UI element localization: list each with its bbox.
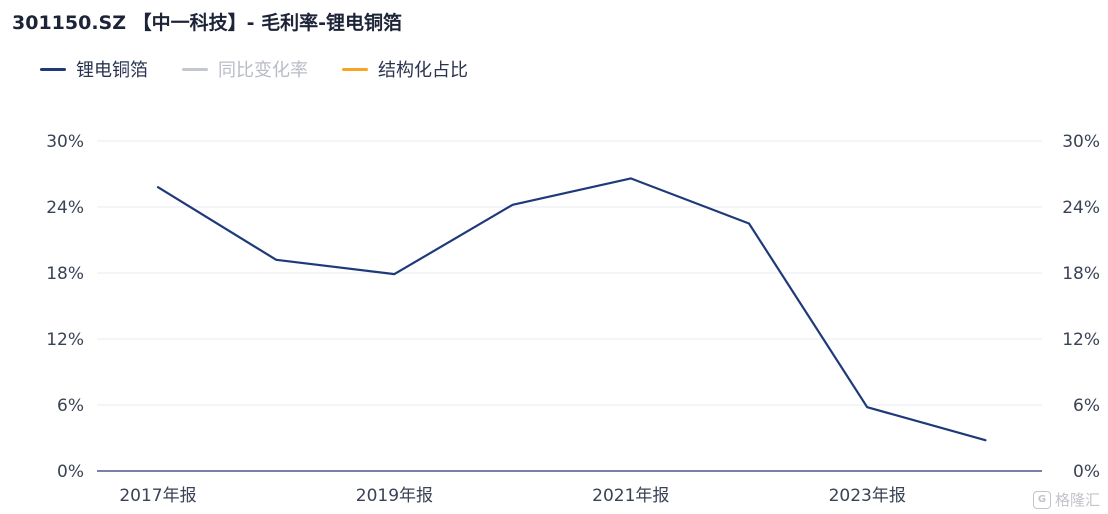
x-tick-label: 2023年报 — [829, 486, 906, 506]
chart-legend: 锂电铜箔 同比变化率 结构化占比 — [40, 56, 468, 82]
legend-swatch-structure-share — [342, 67, 368, 71]
y-tick-label-left: 24% — [46, 198, 84, 218]
y-tick-label-right: 0% — [1073, 462, 1100, 482]
legend-swatch-lithium-copper-foil — [40, 67, 66, 71]
y-tick-label-right: 12% — [1062, 330, 1100, 350]
y-axis-right: 0% 6% 12% 18% 24% 30% — [1062, 132, 1100, 482]
watermark-text: 格隆汇 — [1054, 491, 1100, 509]
legend-swatch-yoy-change — [182, 67, 208, 71]
series-line-lithium-copper-foil — [156, 177, 987, 442]
legend-item-lithium-copper-foil[interactable]: 锂电铜箔 — [40, 56, 148, 82]
legend-item-structure-share[interactable]: 结构化占比 — [342, 56, 468, 82]
grid-lines — [97, 140, 1042, 406]
x-tick-label: 2017年报 — [119, 486, 196, 506]
y-tick-label-left: 0% — [57, 462, 84, 482]
y-tick-label-right: 24% — [1062, 198, 1100, 218]
y-tick-label-left: 12% — [46, 330, 84, 350]
y-tick-label-right: 30% — [1062, 132, 1100, 152]
x-axis: 2017年报 2019年报 2021年报 2023年报 — [97, 470, 1042, 506]
x-tick-label: 2019年报 — [356, 486, 433, 506]
watermark: G 格隆汇 — [1032, 489, 1100, 510]
y-axis-left: 0% 6% 12% 18% 24% 30% — [46, 132, 84, 482]
chart-title: 301150.SZ 【中一科技】- 毛利率-锂电铜箔 — [12, 12, 403, 34]
legend-label: 结构化占比 — [378, 60, 468, 81]
series-lines — [156, 177, 987, 442]
x-tick-label: 2021年报 — [592, 486, 669, 506]
legend-label: 同比变化率 — [218, 60, 308, 81]
y-tick-label-left: 30% — [46, 132, 84, 152]
y-tick-label-right: 18% — [1062, 264, 1100, 284]
y-tick-label-right: 6% — [1073, 396, 1100, 416]
y-tick-label-left: 18% — [46, 264, 84, 284]
y-tick-label-left: 6% — [57, 396, 84, 416]
watermark-logo-icon: G — [1032, 490, 1051, 509]
legend-item-yoy-change[interactable]: 同比变化率 — [182, 56, 308, 82]
legend-label: 锂电铜箔 — [76, 60, 148, 81]
